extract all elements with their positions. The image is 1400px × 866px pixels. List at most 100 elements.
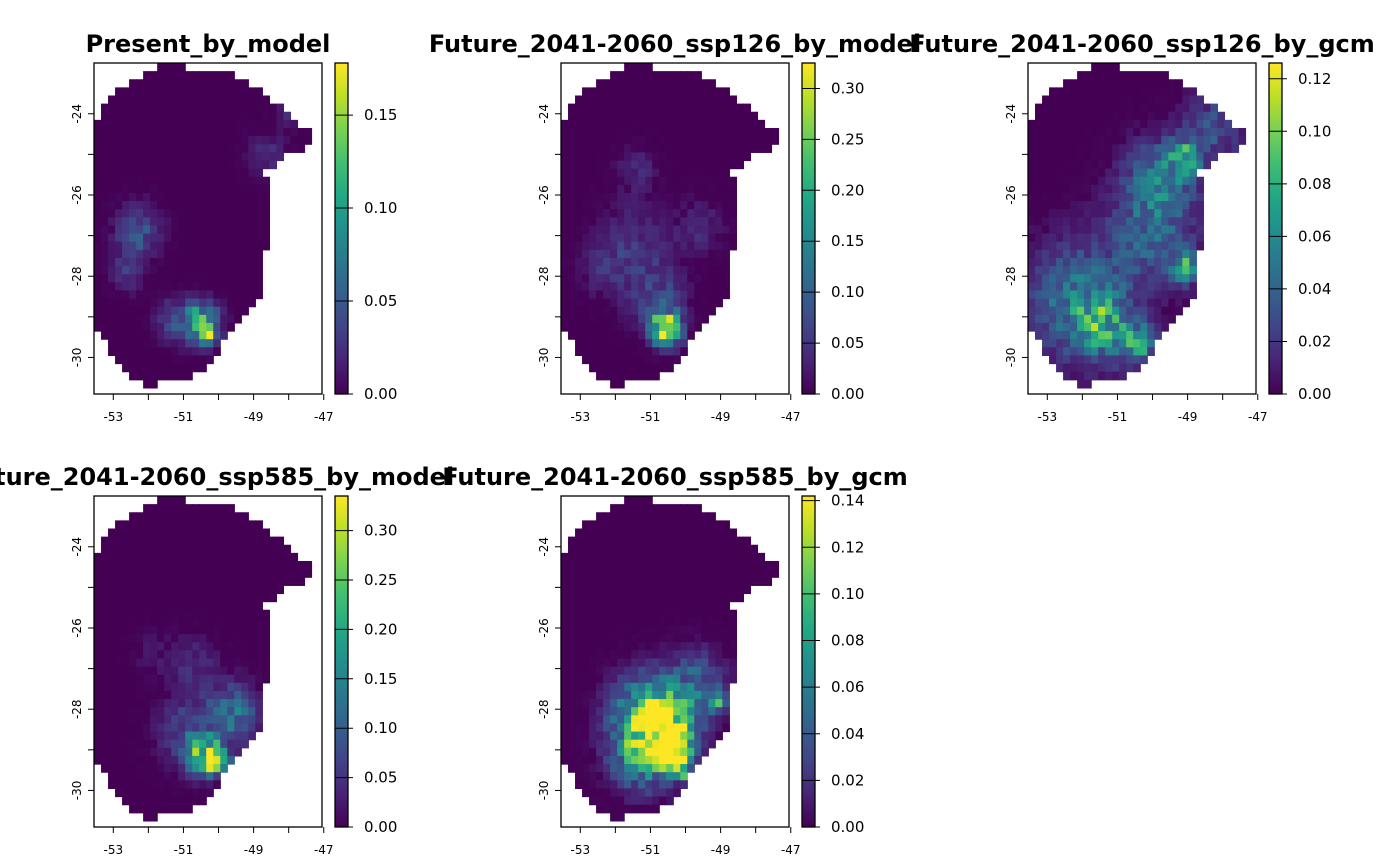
raster-cell <box>638 111 646 121</box>
raster-cell <box>1091 95 1099 105</box>
raster-cell <box>638 772 646 781</box>
raster-cell <box>1049 249 1057 259</box>
raster-cell <box>206 339 214 348</box>
y-tick-label: -24 <box>537 537 551 557</box>
raster-cell <box>234 290 242 300</box>
x-tick-label: -49 <box>711 843 731 857</box>
raster-cell <box>185 119 193 129</box>
raster-cell <box>164 804 172 814</box>
raster-cell <box>687 241 695 251</box>
raster-cell <box>589 666 597 676</box>
raster-cell <box>150 512 158 521</box>
raster-cell <box>743 544 752 554</box>
raster-cell <box>701 650 709 660</box>
raster-cell <box>199 217 207 227</box>
raster-cell <box>1140 209 1148 218</box>
raster-cell <box>1133 298 1141 308</box>
raster-cell <box>1126 322 1134 332</box>
raster-cell <box>575 577 583 586</box>
raster-cell <box>213 152 221 162</box>
raster-cell <box>227 95 235 105</box>
raster-cell <box>262 111 270 121</box>
raster-cell <box>652 796 660 806</box>
raster-cell <box>129 119 137 129</box>
raster-cell <box>108 249 116 259</box>
raster-cell <box>220 274 228 283</box>
raster-cell <box>645 176 653 186</box>
raster-cell <box>596 363 604 373</box>
raster-cell <box>1105 87 1113 97</box>
raster-cell <box>262 119 270 129</box>
raster-cell <box>561 152 569 162</box>
raster-cell <box>297 127 306 137</box>
raster-cell <box>1098 144 1106 153</box>
raster-cell <box>624 136 632 145</box>
raster-cell <box>624 536 632 546</box>
raster-cell <box>164 209 172 218</box>
raster-cell <box>568 201 576 210</box>
raster-cell <box>1070 363 1078 373</box>
x-axis: -53 -51 -49 -47 <box>103 827 334 857</box>
raster-cell <box>568 136 576 145</box>
raster-cell <box>115 747 123 757</box>
raster-cell <box>1028 241 1036 251</box>
raster-cell <box>645 371 653 381</box>
raster-cell <box>729 560 737 570</box>
raster-cell <box>199 347 207 357</box>
raster-cell <box>248 192 256 202</box>
raster-cell <box>1105 331 1113 340</box>
raster-cell <box>213 772 221 781</box>
colorbar-tick-label: 0.06 <box>831 678 864 696</box>
raster-cell <box>568 290 576 300</box>
raster-cell <box>185 95 193 105</box>
raster-cell <box>157 298 165 308</box>
raster-cell <box>129 658 137 668</box>
raster-cell <box>129 739 137 749</box>
raster-cell <box>213 731 221 741</box>
raster-cell <box>227 528 235 538</box>
raster-cell <box>596 152 604 162</box>
raster-cell <box>631 804 639 814</box>
raster-cell <box>715 176 723 186</box>
raster-cell <box>171 666 179 676</box>
raster-cell <box>603 127 611 137</box>
raster-cell <box>101 585 109 595</box>
raster-cell <box>1105 257 1113 267</box>
raster-cell <box>255 682 263 692</box>
raster-cell <box>206 160 214 170</box>
raster-cell <box>220 201 228 210</box>
raster-cell <box>129 257 137 267</box>
raster-cell <box>178 585 186 595</box>
raster-cell <box>575 331 583 340</box>
raster-cell <box>659 217 667 227</box>
raster-cell <box>610 650 618 660</box>
raster-cell <box>638 512 646 521</box>
raster-cell <box>143 739 151 749</box>
raster-cell <box>1105 322 1113 332</box>
raster-cell <box>1098 160 1106 170</box>
raster-cell <box>610 306 618 316</box>
map-panel: Present_by_model-53 -51 -49 -47-24-26-28-30… <box>70 30 397 424</box>
raster-cell <box>1147 322 1155 332</box>
raster-cell <box>227 201 235 210</box>
raster-cell <box>582 707 590 716</box>
raster-cell <box>666 625 674 635</box>
raster-cell <box>143 504 151 513</box>
raster-cell <box>115 690 123 700</box>
raster-cell <box>575 201 583 210</box>
raster-cell <box>255 127 263 137</box>
y-tick-label: -30 <box>1004 348 1018 368</box>
raster-cell <box>666 780 674 790</box>
raster-cell <box>722 184 730 194</box>
raster-cell <box>1028 176 1036 186</box>
raster-cell <box>192 144 200 153</box>
raster-cell <box>164 520 172 530</box>
raster-cell <box>94 650 102 660</box>
raster-cell <box>680 274 688 283</box>
raster-cell <box>659 184 667 194</box>
raster-cell <box>178 209 186 218</box>
raster-cell <box>255 119 263 129</box>
raster-cell <box>610 723 618 733</box>
raster-cell <box>652 290 660 300</box>
raster-cell <box>1105 63 1113 72</box>
